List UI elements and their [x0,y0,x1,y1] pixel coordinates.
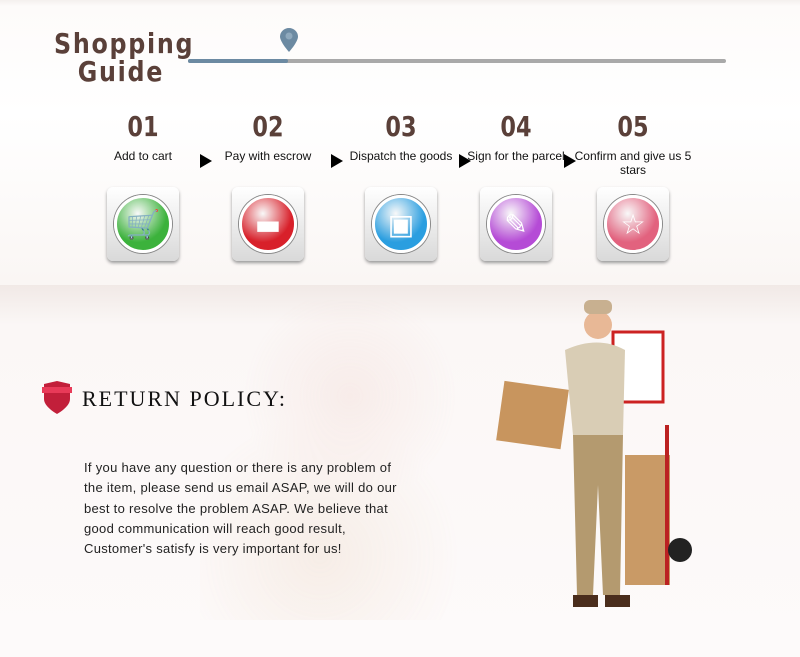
step-01: 01 Add to cart 🛒 [83,110,203,261]
page-title: Shopping Guide [54,30,194,86]
step-label: Confirm and give us 5 stars [574,149,692,177]
step-icon-button[interactable]: ✎ [480,187,552,261]
return-policy-title: RETURN POLICY: [82,386,288,411]
return-policy-text: If you have any question or there is any… [84,460,397,557]
step-number: 02 [252,110,284,143]
step-icon-button[interactable]: ▣ [365,187,437,261]
step-label: Sign for the parcel [467,149,565,163]
step-label: Dispatch the goods [349,149,453,163]
delivery-man-image [496,300,692,607]
step-05: 05 Confirm and give us 5 stars ☆ [573,110,693,261]
shopping-cart-icon: 🛒 [114,195,172,253]
step-label: Pay with escrow [224,149,312,163]
title-line-1: Shopping [54,27,195,60]
arrow-icon [564,154,576,168]
truck-icon: ▣ [372,195,430,253]
background-toy-image [200,300,500,620]
sign-pen-icon: ✎ [487,195,545,253]
step-number: 01 [127,110,159,143]
progress-track [188,59,726,63]
service-badge-icon [42,381,72,414]
progress-fill [188,59,289,63]
location-pin-icon [280,28,298,52]
step-number: 05 [617,110,649,143]
step-label: Add to cart [113,149,173,163]
step-04: 04 Sign for the parcel ✎ [456,110,576,261]
step-03: 03 Dispatch the goods ▣ [341,110,461,261]
step-icon-button[interactable]: 🛒 [107,187,179,261]
star-icon: ☆ [604,195,662,253]
step-icon-button[interactable]: ▬ [232,187,304,261]
arrow-icon [331,154,343,168]
step-number: 03 [385,110,417,143]
step-icon-button[interactable]: ☆ [597,187,669,261]
arrow-icon [200,154,212,168]
arrow-icon [459,154,471,168]
step-02: 02 Pay with escrow ▬ [208,110,328,261]
title-line-2: Guide [77,55,165,88]
credit-card-icon: ▬ [239,195,297,253]
step-number: 04 [500,110,532,143]
